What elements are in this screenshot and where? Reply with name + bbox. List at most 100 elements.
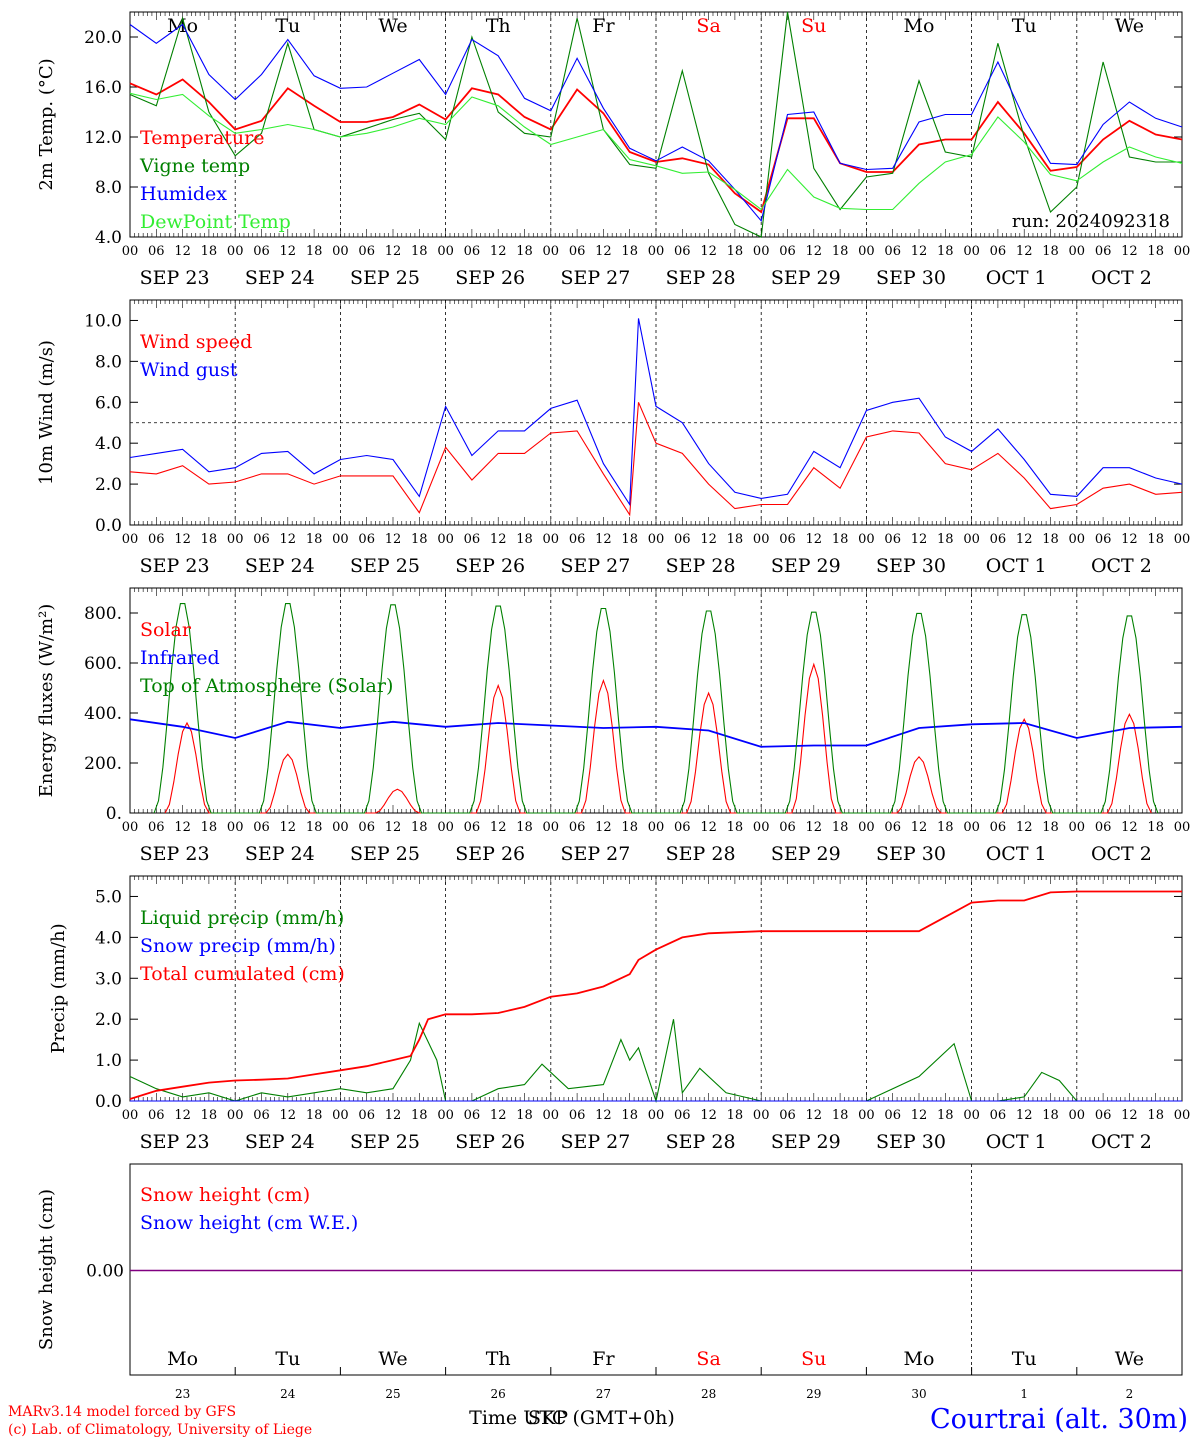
hour-tick-label: 00 (227, 820, 244, 835)
date-label: SEP 29 (771, 267, 841, 289)
hour-tick-label: 12 (1016, 1108, 1033, 1123)
hour-tick-label: 06 (884, 532, 901, 547)
hour-tick-label: 06 (674, 244, 691, 259)
weekday-label: We (378, 1348, 407, 1370)
hour-tick-label: 12 (1121, 1108, 1138, 1123)
y-axis-label: Precip (mm/h) (48, 923, 69, 1053)
hour-tick-label: 06 (1095, 532, 1112, 547)
series-line-infrared (129, 718, 1183, 748)
time-axis-overlay: SKP (528, 1407, 568, 1429)
hour-tick-label: 06 (464, 820, 481, 835)
hour-tick-label: 00 (1069, 820, 1086, 835)
hour-tick-label: 00 (543, 820, 560, 835)
hour-tick-label: 12 (490, 532, 507, 547)
hour-tick-label: 12 (700, 820, 717, 835)
hour-tick-label: 00 (437, 244, 454, 259)
legend-entry: Infrared (140, 647, 220, 669)
hour-tick-label: 00 (648, 532, 665, 547)
hour-tick-label: 12 (490, 244, 507, 259)
hour-tick-label: 18 (516, 1108, 533, 1123)
hour-tick-label: 18 (201, 532, 218, 547)
weekday-label: Tu (1012, 15, 1037, 37)
y-tick-label: 0.0 (95, 516, 122, 536)
hour-tick-label: 06 (464, 1108, 481, 1123)
hour-tick-label: 18 (1042, 1108, 1059, 1123)
hour-tick-label: 00 (753, 532, 770, 547)
hour-tick-label: 06 (253, 532, 270, 547)
date-label: SEP 25 (350, 1131, 420, 1153)
y-axis-label: 2m Temp. (°C) (36, 58, 57, 190)
hour-tick-label: 18 (306, 820, 323, 835)
y-tick-label: 0.00 (86, 1262, 124, 1282)
hour-tick-label: 18 (411, 244, 428, 259)
series-line-wind-gust (129, 318, 1183, 507)
hour-tick-label: 12 (911, 244, 928, 259)
hour-tick-label: 00 (1069, 1108, 1086, 1123)
hour-tick-label: 00 (753, 820, 770, 835)
y-tick-label: 8.0 (95, 178, 122, 198)
hour-tick-label: 06 (990, 532, 1007, 547)
hour-tick-label: 18 (832, 532, 849, 547)
hour-tick-label: 12 (911, 1108, 928, 1123)
hour-tick-label: 12 (700, 532, 717, 547)
hour-tick-label: 12 (490, 820, 507, 835)
hour-tick-label: 12 (174, 244, 191, 259)
hour-tick-label: 18 (411, 532, 428, 547)
hour-tick-label: 06 (779, 244, 796, 259)
legend-entry: Wind speed (140, 331, 252, 353)
date-label: SEP 26 (455, 843, 525, 865)
hour-tick-label: 06 (1095, 1108, 1112, 1123)
legend-entry: Liquid precip (mm/h) (140, 907, 344, 929)
y-tick-label: 3.0 (95, 969, 122, 989)
hour-tick-label: 18 (937, 244, 954, 259)
y-tick-label: 8.0 (95, 352, 122, 372)
hour-tick-label: 06 (464, 532, 481, 547)
day-number-label: 1 (1020, 1387, 1028, 1401)
legend-entry: Solar (140, 619, 192, 641)
hour-tick-label: 00 (437, 1108, 454, 1123)
hour-tick-label: 06 (779, 532, 796, 547)
y-tick-label: 4.0 (95, 928, 122, 948)
weekday-label: We (1115, 15, 1144, 37)
date-label: SEP 24 (245, 267, 315, 289)
date-label: OCT 2 (1091, 267, 1152, 289)
weekday-label: Fr (592, 15, 615, 37)
date-label: SEP 25 (350, 267, 420, 289)
weekday-label: Tu (275, 1348, 300, 1370)
legend-entry: Snow precip (mm/h) (140, 935, 336, 957)
hour-tick-label: 00 (963, 1108, 980, 1123)
hour-tick-label: 06 (569, 244, 586, 259)
hour-tick-label: 12 (385, 532, 402, 547)
hour-tick-label: 06 (358, 1108, 375, 1123)
hour-tick-label: 18 (832, 244, 849, 259)
hour-tick-label: 00 (858, 532, 875, 547)
hour-tick-label: 12 (280, 1108, 297, 1123)
day-number-label: 23 (175, 1387, 190, 1401)
weekday-label: Mo (167, 15, 198, 37)
date-label: SEP 29 (771, 555, 841, 577)
hour-tick-label: 18 (411, 1108, 428, 1123)
y-axis-label: Snow height (cm) (36, 1189, 57, 1350)
series-line-humidex (129, 23, 1183, 222)
series-line-wind-speed (129, 402, 1183, 517)
hour-tick-label: 00 (1069, 532, 1086, 547)
weekday-label: Tu (275, 15, 300, 37)
y-tick-label: 16.0 (84, 78, 122, 98)
plot-frame (129, 587, 1183, 814)
hour-tick-label: 00 (858, 244, 875, 259)
hour-tick-label: 12 (1016, 820, 1033, 835)
hour-tick-label: 00 (122, 1108, 139, 1123)
hour-tick-label: 12 (280, 532, 297, 547)
hour-tick-label: 00 (437, 532, 454, 547)
hour-tick-label: 06 (884, 244, 901, 259)
panel-snow: Mo 23 Tu 24 We 25 Th 26 Fr 27 Sa 28 Su 29 Mo 30 Tu 1 We 2 0.… (36, 1163, 1183, 1401)
hour-tick-label: 00 (1174, 820, 1191, 835)
date-label: SEP 24 (245, 555, 315, 577)
hour-tick-label: 06 (990, 1108, 1007, 1123)
hour-tick-label: 00 (858, 1108, 875, 1123)
hour-tick-label: 18 (306, 1108, 323, 1123)
hour-tick-label: 06 (148, 244, 165, 259)
hour-tick-label: 12 (1016, 244, 1033, 259)
